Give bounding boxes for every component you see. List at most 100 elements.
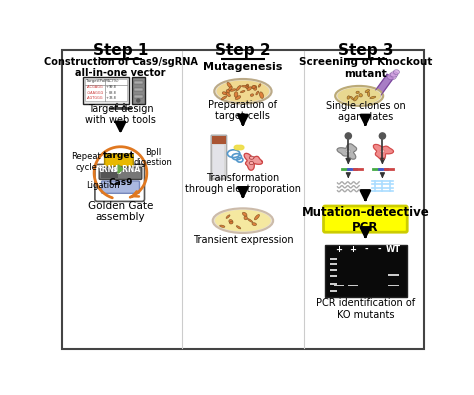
Ellipse shape <box>356 91 359 94</box>
Text: Transformation
through electroporation: Transformation through electroporation <box>185 173 301 194</box>
Polygon shape <box>244 153 263 170</box>
Text: Construction of Cas9/sgRNA
all-in-one vector: Construction of Cas9/sgRNA all-in-one ve… <box>44 56 197 78</box>
Ellipse shape <box>258 84 261 87</box>
Text: -: - <box>106 90 107 94</box>
FancyBboxPatch shape <box>99 167 142 179</box>
Bar <box>212 136 226 144</box>
Text: Step 2: Step 2 <box>215 43 271 58</box>
FancyBboxPatch shape <box>101 169 118 177</box>
FancyBboxPatch shape <box>101 181 139 193</box>
Bar <box>134 88 143 91</box>
Ellipse shape <box>226 90 230 93</box>
Ellipse shape <box>240 90 245 93</box>
Ellipse shape <box>246 84 248 88</box>
Text: +: + <box>336 245 343 254</box>
Text: Screening of Knockout
mutant: Screening of Knockout mutant <box>299 57 432 79</box>
Ellipse shape <box>350 96 354 100</box>
Text: Step 1: Step 1 <box>93 43 148 58</box>
Ellipse shape <box>337 87 381 104</box>
Text: -: - <box>377 245 381 254</box>
Ellipse shape <box>244 216 247 220</box>
Text: 33.8: 33.8 <box>109 96 117 100</box>
Ellipse shape <box>259 92 264 98</box>
Ellipse shape <box>221 96 227 100</box>
Bar <box>134 95 143 98</box>
Ellipse shape <box>367 91 370 96</box>
FancyBboxPatch shape <box>324 206 407 232</box>
Ellipse shape <box>252 223 256 226</box>
Ellipse shape <box>237 226 241 229</box>
Ellipse shape <box>237 86 241 90</box>
Polygon shape <box>374 145 393 160</box>
Ellipse shape <box>222 92 227 95</box>
Text: Target(PoIF): Target(PoIF) <box>86 79 109 83</box>
Ellipse shape <box>249 162 254 165</box>
Text: tRNA: tRNA <box>99 165 120 173</box>
Text: Transient expression: Transient expression <box>192 235 293 245</box>
Bar <box>132 77 145 104</box>
Bar <box>330 290 337 292</box>
Text: Mutation–detective
PCR: Mutation–detective PCR <box>301 206 429 234</box>
Ellipse shape <box>215 210 271 231</box>
Text: PCR identification of
KO mutants: PCR identification of KO mutants <box>316 298 415 320</box>
Bar <box>388 284 399 286</box>
Bar <box>330 283 337 284</box>
Ellipse shape <box>252 86 257 88</box>
Text: sgRNA: sgRNA <box>112 165 141 173</box>
Text: Preparation of
target cells: Preparation of target cells <box>209 100 277 121</box>
Text: Repeat
cycle: Repeat cycle <box>72 152 101 172</box>
Ellipse shape <box>252 85 255 89</box>
Text: Step 3: Step 3 <box>337 43 393 58</box>
Ellipse shape <box>220 225 225 228</box>
FancyBboxPatch shape <box>105 154 133 166</box>
Text: BpII
digestion: BpII digestion <box>134 148 173 167</box>
Bar <box>330 269 337 271</box>
Bar <box>330 258 337 260</box>
Ellipse shape <box>229 221 233 224</box>
Circle shape <box>345 133 351 139</box>
Ellipse shape <box>229 220 233 223</box>
Ellipse shape <box>346 150 351 153</box>
Ellipse shape <box>365 90 370 92</box>
Ellipse shape <box>370 96 376 99</box>
Bar <box>330 263 337 265</box>
Ellipse shape <box>242 212 247 216</box>
Text: -AGTGGG: -AGTGGG <box>86 96 103 100</box>
Text: +: + <box>106 96 109 100</box>
Bar <box>85 79 127 101</box>
Circle shape <box>137 99 140 102</box>
Ellipse shape <box>217 81 269 102</box>
Bar <box>347 284 358 286</box>
Polygon shape <box>337 144 356 159</box>
Bar <box>388 274 399 276</box>
FancyBboxPatch shape <box>95 164 145 201</box>
Text: target: target <box>103 151 135 160</box>
Text: WT: WT <box>386 245 401 254</box>
Ellipse shape <box>234 92 238 97</box>
Ellipse shape <box>255 214 259 220</box>
Ellipse shape <box>227 83 232 88</box>
Polygon shape <box>373 74 393 98</box>
Ellipse shape <box>235 96 241 100</box>
Text: Mutagenesis: Mutagenesis <box>203 62 283 71</box>
Polygon shape <box>118 165 123 173</box>
FancyBboxPatch shape <box>211 135 227 179</box>
Ellipse shape <box>242 85 248 87</box>
Ellipse shape <box>393 70 400 74</box>
Polygon shape <box>373 94 379 101</box>
Bar <box>82 77 129 104</box>
Bar <box>213 145 224 177</box>
Text: -ACGAGG: -ACGAGG <box>86 85 103 89</box>
Text: -GAAGGG: -GAAGGG <box>86 90 104 94</box>
Ellipse shape <box>250 94 254 96</box>
Text: -: - <box>365 245 368 254</box>
Text: GC(%): GC(%) <box>107 79 119 83</box>
Polygon shape <box>234 145 244 150</box>
Text: +: + <box>349 245 356 254</box>
Ellipse shape <box>246 85 249 88</box>
Text: 88.8: 88.8 <box>109 90 117 94</box>
Ellipse shape <box>214 79 272 103</box>
Ellipse shape <box>247 87 252 90</box>
Ellipse shape <box>347 96 350 99</box>
Text: +: + <box>106 85 109 89</box>
